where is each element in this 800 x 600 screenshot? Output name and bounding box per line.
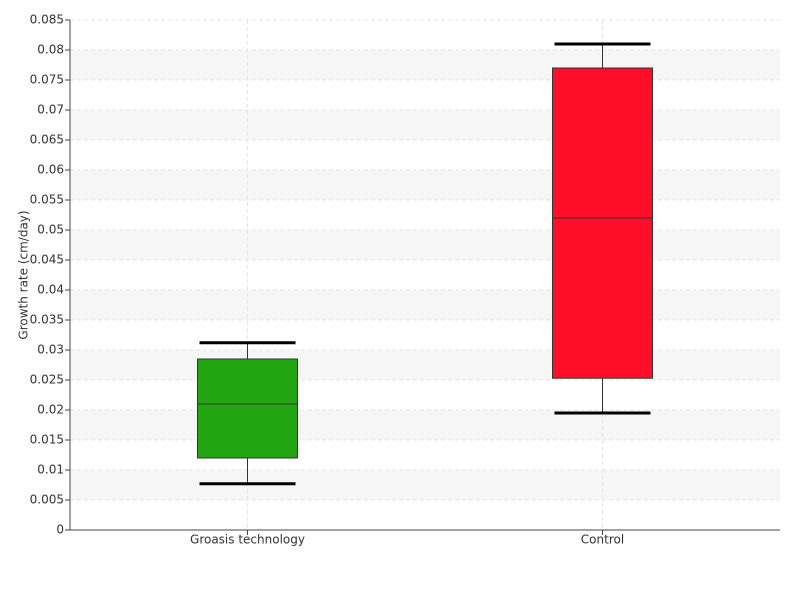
grid-band [70,50,780,80]
y-axis-label: Growth rate (cm/day) [17,210,31,339]
y-tick-label: 0.055 [30,193,64,207]
y-tick-label: 0.065 [30,133,64,147]
grid-band [70,110,780,140]
grid-band [70,170,780,200]
y-tick-label: 0.01 [37,463,64,477]
y-tick-label: 0.06 [37,163,64,177]
y-tick-label: 0.035 [30,313,64,327]
grid-band [70,410,780,440]
y-tick-label: 0.085 [30,13,64,27]
grid-band [70,470,780,500]
box [552,67,653,379]
y-tick-label: 0.04 [37,283,64,297]
y-tick-label: 0.07 [37,103,64,117]
y-tick-label: 0.075 [30,73,64,87]
y-tick-label: 0.03 [37,343,64,357]
y-tick-label: 0.005 [30,493,64,507]
y-tick-label: 0.015 [30,433,64,447]
grid-band [70,290,780,320]
y-tick-label: 0.02 [37,403,64,417]
box [197,358,298,459]
y-tick-label: 0.08 [37,43,64,57]
x-tick-label: Groasis technology [190,533,305,547]
y-tick-label: 0.05 [37,223,64,237]
y-tick-label: 0 [56,523,64,537]
grid-band [70,350,780,380]
x-tick-label: Control [581,533,624,547]
y-tick-label: 0.045 [30,253,64,267]
grid-band [70,230,780,260]
y-tick-label: 0.025 [30,373,64,387]
